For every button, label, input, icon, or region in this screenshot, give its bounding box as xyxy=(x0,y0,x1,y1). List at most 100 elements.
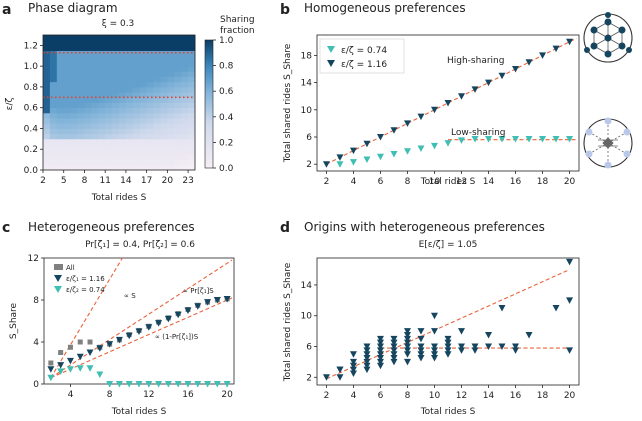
heatmap-cell xyxy=(105,107,113,114)
point-grey-square xyxy=(48,360,54,366)
heatmap-cell xyxy=(119,45,127,51)
point-navy xyxy=(444,100,452,107)
x-tick-label: 20 xyxy=(221,390,233,400)
point-teal xyxy=(86,365,94,372)
point-navy xyxy=(471,347,479,354)
heatmap-cell xyxy=(49,92,58,98)
heatmap-cell xyxy=(181,154,189,161)
heatmap-cell xyxy=(146,138,154,145)
heatmap-cell xyxy=(153,86,161,93)
heatmap-cell xyxy=(91,138,99,145)
point-navy xyxy=(115,336,123,344)
heatmap-cell xyxy=(84,55,92,62)
heatmap-cell xyxy=(105,138,113,145)
heatmap-cell xyxy=(77,128,85,135)
heatmap-cell xyxy=(63,164,72,171)
y-ticks-c: 0 4 8 12 xyxy=(28,254,44,390)
point-navy xyxy=(403,343,411,351)
heatmap-cell xyxy=(132,159,141,166)
heatmap-cell xyxy=(98,149,106,155)
heatmap-cell xyxy=(125,81,134,88)
heatmap-cell xyxy=(43,118,51,124)
heatmap-cell xyxy=(146,144,154,150)
legend-label-c-1: All xyxy=(66,264,75,272)
heatmap-cell xyxy=(125,149,134,155)
heatmap-cell xyxy=(174,112,182,119)
heatmap-cell xyxy=(105,149,113,155)
heatmap-cell xyxy=(139,76,148,83)
heatmap-cell xyxy=(132,164,141,171)
heatmap-cell xyxy=(56,154,65,161)
colorbar-tick-label: 0.0 xyxy=(219,164,234,174)
heatmap-cell xyxy=(91,118,99,124)
point-teal xyxy=(223,381,231,388)
heatmap-cell xyxy=(49,50,58,57)
x-tick-label: 16 xyxy=(182,390,194,400)
heatmap-cell xyxy=(63,66,72,72)
heatmap-cell xyxy=(43,86,51,93)
heatmap-cell xyxy=(167,123,175,129)
point-teal xyxy=(135,381,143,388)
heatmap-cell xyxy=(188,123,196,129)
heatmap-cell xyxy=(56,66,65,72)
heatmap-cell xyxy=(84,133,92,140)
heatmap-cell xyxy=(125,97,134,103)
x-tick-label: 2 xyxy=(324,391,330,401)
point-navy xyxy=(430,312,438,320)
heatmap-cell xyxy=(63,128,72,135)
colorbar-tick-label: 1.0 xyxy=(219,36,234,46)
heatmap-cell xyxy=(153,76,161,83)
point-navy xyxy=(403,351,411,358)
heatmap-cell xyxy=(49,164,58,171)
point-navy xyxy=(525,59,533,66)
heatmap-cell xyxy=(84,154,92,161)
heatmap-cell xyxy=(105,81,113,88)
heatmap-cell xyxy=(70,164,78,171)
point-navy xyxy=(57,362,65,369)
heatmap-cell xyxy=(77,55,85,62)
heatmap-cell xyxy=(160,123,168,129)
heatmap-cell xyxy=(153,107,161,114)
x-tick-label: 17 xyxy=(141,176,152,186)
heatmap-cell xyxy=(181,92,189,98)
heatmap-cell xyxy=(77,123,85,129)
heatmap-cell xyxy=(49,118,58,124)
x-tick-label: 8 xyxy=(405,177,411,187)
heatmap-cell xyxy=(105,71,113,77)
point-navy xyxy=(485,343,493,351)
point-teal xyxy=(184,381,192,388)
point-navy xyxy=(363,362,371,370)
heatmap-cell xyxy=(139,118,148,124)
heatmap-cell xyxy=(70,55,78,62)
point-navy xyxy=(390,351,398,358)
heatmap-cell xyxy=(49,159,58,166)
heatmap-cell xyxy=(70,138,78,145)
heatmap-cell xyxy=(98,86,106,93)
heatmap-cell xyxy=(119,76,127,83)
heatmap-cell xyxy=(181,60,189,67)
heatmap-cell xyxy=(77,138,85,145)
heatmap-cell xyxy=(56,81,65,88)
point-navy xyxy=(213,297,221,304)
heatmap-cell xyxy=(63,112,72,119)
y-tick-label: 8 xyxy=(33,296,39,306)
heatmap-cell xyxy=(77,86,85,93)
heatmap-cell xyxy=(160,112,168,119)
heatmap-cell xyxy=(139,97,148,103)
heatmap-cell xyxy=(160,128,168,135)
point-navy xyxy=(485,331,493,339)
heatmap-cell xyxy=(112,102,120,109)
x-axis-label-c: Total rides S xyxy=(111,407,167,417)
heatmap-reference-lines xyxy=(43,51,195,99)
point-navy xyxy=(184,307,192,314)
heatmap-cell xyxy=(153,138,161,145)
heatmap-cell xyxy=(167,112,175,119)
heatmap-cell xyxy=(112,71,120,77)
point-navy xyxy=(417,347,425,354)
heatmap-cell xyxy=(98,60,106,67)
heatmap-cell xyxy=(43,112,51,119)
heatmap-cell xyxy=(132,86,141,93)
point-navy xyxy=(539,52,547,59)
heatmap-cell xyxy=(174,50,182,57)
heatmap-cell xyxy=(181,50,189,57)
